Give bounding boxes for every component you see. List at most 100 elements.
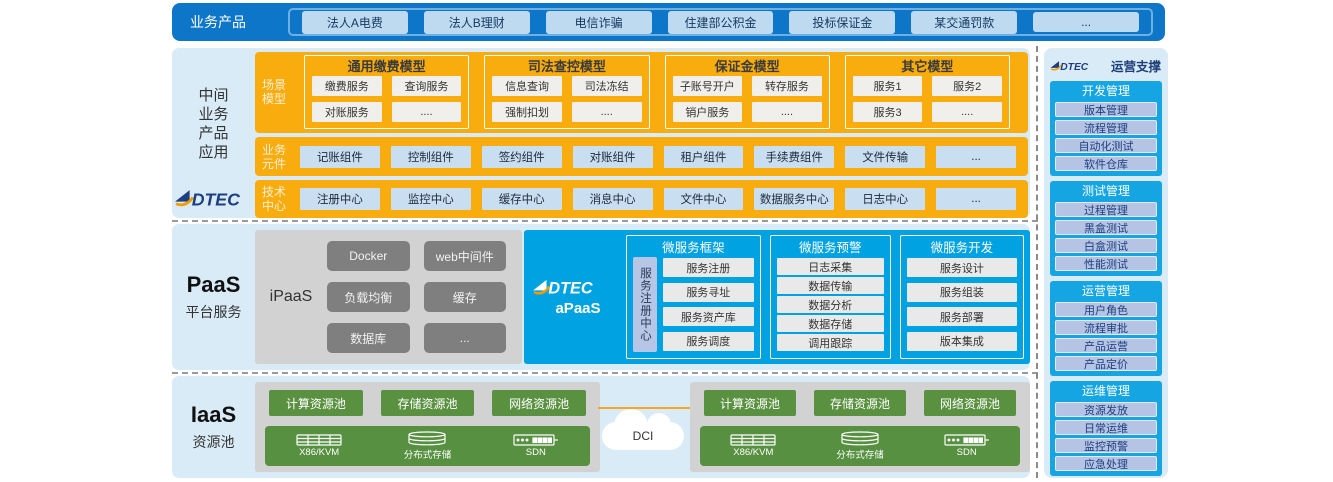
- service-item[interactable]: 子账号开户: [672, 76, 743, 96]
- microservice-dev-group: 微服务开发 服务设计 服务组装 服务部署 版本集成: [899, 235, 1024, 359]
- tech-center-item[interactable]: 缓存中心: [481, 188, 562, 210]
- business-product-pill[interactable]: 电信诈骗: [545, 10, 652, 34]
- tech-center-item[interactable]: 消息中心: [572, 188, 653, 210]
- business-product-pill[interactable]: 法人B理财: [423, 10, 530, 34]
- component-item[interactable]: 对账组件: [572, 145, 653, 168]
- tech-center-item[interactable]: 日志中心: [845, 188, 926, 210]
- tech-center-item[interactable]: 文件中心: [663, 188, 744, 210]
- ipaas-item[interactable]: 数据库: [327, 323, 410, 353]
- framework-body: 服务注册中心 服务注册 服务寻址 服务资产库 服务调度: [633, 257, 754, 352]
- sidebar-item[interactable]: 软件仓库: [1055, 156, 1157, 171]
- tech-center-item[interactable]: 监控中心: [390, 188, 471, 210]
- sidebar-item[interactable]: 用户角色: [1055, 302, 1157, 317]
- microservice-item[interactable]: 版本集成: [906, 331, 1017, 351]
- switch-icon: [944, 434, 989, 446]
- service-item[interactable]: 查询服务: [391, 76, 462, 96]
- ipaas-item[interactable]: ...: [423, 323, 506, 353]
- sidebar-item[interactable]: 产品定价: [1055, 356, 1157, 371]
- ipaas-item[interactable]: 负载均衡: [327, 282, 410, 312]
- business-product-pill[interactable]: 某交通罚款: [911, 10, 1018, 34]
- ipaas-items: Docker web中间件 负载均衡 缓存 数据库...: [327, 241, 522, 353]
- resource-pool-button[interactable]: 网络资源池: [492, 390, 587, 416]
- resource-pool-button[interactable]: 计算资源池: [704, 390, 796, 416]
- infra-sdn: SDN: [482, 426, 590, 466]
- model-group-title: 保证金模型: [714, 59, 780, 74]
- ipaas-item[interactable]: web中间件: [423, 241, 506, 271]
- service-item[interactable]: 缴费服务: [312, 76, 382, 96]
- service-item[interactable]: ....: [391, 102, 462, 122]
- service-item[interactable]: 对账服务: [312, 102, 382, 122]
- sidebar-item[interactable]: 应急处理: [1055, 456, 1157, 471]
- resource-pool-button[interactable]: 存储资源池: [814, 390, 906, 416]
- sidebar-item[interactable]: 性能测试: [1055, 256, 1157, 271]
- microservice-item[interactable]: 调用跟踪: [776, 334, 884, 351]
- component-item[interactable]: 租户组件: [663, 145, 744, 168]
- component-item[interactable]: 记账组件: [300, 145, 380, 168]
- sidebar-item[interactable]: 产品运营: [1055, 338, 1157, 353]
- component-item[interactable]: 手续费组件: [754, 145, 835, 168]
- sidebar-item[interactable]: 自动化测试: [1055, 138, 1157, 153]
- sidebar-item[interactable]: 过程管理: [1055, 202, 1157, 217]
- microservice-item[interactable]: 服务部署: [906, 307, 1017, 327]
- service-item[interactable]: 强制扣划: [492, 102, 562, 122]
- service-item[interactable]: ....: [932, 102, 1002, 122]
- sidebar-item[interactable]: 流程审批: [1055, 320, 1157, 335]
- divider-mid-paas: [172, 220, 1038, 222]
- business-product-pill[interactable]: 住建部公积金: [667, 10, 774, 34]
- resource-pool-button[interactable]: 计算资源池: [269, 390, 363, 416]
- service-item[interactable]: 司法冻结: [571, 76, 642, 96]
- service-item[interactable]: 服务1: [852, 76, 923, 96]
- microservice-item[interactable]: 日志采集: [776, 258, 884, 275]
- component-item[interactable]: 签约组件: [481, 145, 562, 168]
- service-item[interactable]: ....: [752, 102, 822, 122]
- microservice-item[interactable]: 服务设计: [906, 258, 1017, 277]
- business-product-pill[interactable]: 法人A电费: [302, 10, 408, 34]
- tech-center-item[interactable]: 数据服务中心: [754, 188, 835, 210]
- service-item[interactable]: 信息查询: [492, 76, 562, 96]
- microservice-item[interactable]: 数据分析: [776, 296, 884, 313]
- sidebar-item[interactable]: 日常运维: [1055, 420, 1157, 435]
- microservice-item[interactable]: 服务组装: [906, 282, 1017, 302]
- sidebar-item[interactable]: 监控预警: [1055, 438, 1157, 453]
- iaas-subtitle: 资源池: [192, 434, 235, 450]
- section-items: 过程管理黑盒测试白盒测试性能测试: [1055, 202, 1157, 271]
- sidebar-item[interactable]: 白盒测试: [1055, 238, 1157, 253]
- service-item[interactable]: 服务2: [932, 76, 1002, 96]
- sidebar-item[interactable]: 资源发放: [1055, 402, 1157, 417]
- section-items: 资源发放日常运维监控预警应急处理: [1055, 402, 1157, 471]
- apaas-brand: DTEC aPaaS: [530, 235, 626, 359]
- tech-center-item[interactable]: ...: [936, 188, 1016, 210]
- resource-pool-box-left: 计算资源池 存储资源池 网络资源池 X86/KVM 分布式存储: [255, 382, 600, 472]
- model-group-judicial-control: 司法查控模型 信息查询 司法冻结 强制扣划....: [484, 55, 650, 129]
- service-item[interactable]: 服务3: [852, 102, 923, 122]
- microservice-item[interactable]: 数据传输: [776, 277, 884, 294]
- ipaas-item[interactable]: 缓存: [423, 282, 506, 312]
- ipaas-item[interactable]: Docker: [327, 241, 410, 271]
- ipaas-label: iPaaS: [269, 288, 313, 305]
- microservice-item[interactable]: 服务调度: [663, 331, 754, 351]
- microservice-item[interactable]: 服务寻址: [663, 282, 754, 302]
- middle-business-side: 中间业务产品应用 DTEC: [172, 48, 255, 218]
- component-item[interactable]: 控制组件: [390, 145, 471, 168]
- microservice-item[interactable]: 数据存储: [776, 315, 884, 332]
- component-item[interactable]: ...: [936, 145, 1016, 168]
- sidebar-item[interactable]: 流程管理: [1055, 120, 1157, 135]
- business-product-pill[interactable]: ...: [1033, 12, 1140, 32]
- business-product-pill[interactable]: 投标保证金: [789, 10, 896, 34]
- resource-pool-button[interactable]: 网络资源池: [924, 390, 1016, 416]
- resource-pool-box-right: 计算资源池 存储资源池 网络资源池 X86/KVM 分布式存储: [690, 382, 1030, 472]
- component-item[interactable]: 文件传输: [845, 145, 926, 168]
- microservice-item[interactable]: 服务资产库: [663, 307, 754, 327]
- service-item[interactable]: 销户服务: [672, 102, 743, 122]
- microservice-item[interactable]: 服务注册: [663, 258, 754, 277]
- dtec-logo-small: DTEC: [1050, 60, 1089, 72]
- resource-pool-button[interactable]: 存储资源池: [380, 390, 475, 416]
- sidebar-item[interactable]: 版本管理: [1055, 102, 1157, 117]
- microservice-framework-group: 微服务框架 服务注册中心 服务注册 服务寻址 服务资产库 服务调度: [626, 235, 761, 359]
- tech-center-item[interactable]: 注册中心: [300, 188, 380, 210]
- service-item[interactable]: 转存服务: [752, 76, 822, 96]
- infra-label: SDN: [525, 447, 546, 458]
- sidebar-item[interactable]: 黑盒测试: [1055, 220, 1157, 235]
- service-item[interactable]: ....: [571, 102, 642, 122]
- paas-subtitle: 平台服务: [185, 304, 242, 320]
